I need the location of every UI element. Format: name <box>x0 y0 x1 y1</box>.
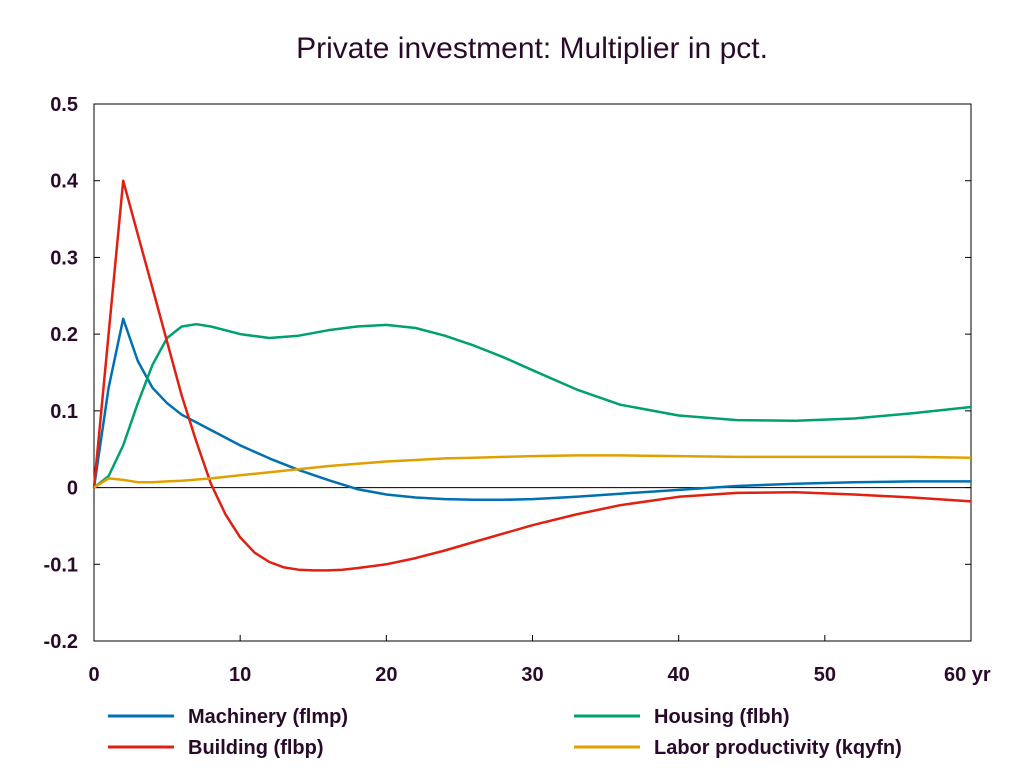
series-line-building-flbp <box>92 179 972 572</box>
legend-label-building-flbp: Building (flbp) <box>188 737 324 759</box>
x-tick-label: 20 <box>375 664 397 686</box>
series-line-labor-productivity-kqyfn <box>93 454 972 489</box>
y-tick-label: 0.1 <box>50 401 78 423</box>
legend-label-housing-flbh: Housing (flbh) <box>654 706 790 728</box>
x-tick-label: 0 <box>88 664 99 686</box>
series-line-machinery-flmp <box>92 317 971 502</box>
legend-label-machinery-flmp: Machinery (flmp) <box>188 706 348 728</box>
tick-labels: -0.2 -0.1 0 0.1 0.2 0.3 0.4 0.5 0 10 20 30 40 50 60 yr <box>44 94 991 686</box>
series-lines <box>92 179 972 572</box>
legend: Machinery (flmp) Housing (flbh) Building (… <box>108 706 902 759</box>
y-tick-label: 0 <box>67 478 78 500</box>
plot-frame <box>93 103 972 642</box>
y-tick-label: 0.4 <box>50 171 79 193</box>
x-tick-label: 50 <box>814 664 836 686</box>
x-tick-label: 30 <box>521 664 543 686</box>
series-line-housing-flbh <box>93 322 972 489</box>
chart-title: Private investment: Multiplier in pct. <box>296 32 768 65</box>
x-tick-label: 10 <box>229 664 251 686</box>
y-tick-label: 0.3 <box>50 247 78 269</box>
y-tick-label: -0.1 <box>44 554 78 576</box>
y-tick-label: 0.2 <box>50 324 78 346</box>
legend-label-labor-productivity-kqyfn: Labor productivity (kqyfn) <box>654 737 902 759</box>
x-tick-label: 40 <box>668 664 690 686</box>
y-tick-label: -0.2 <box>44 631 78 653</box>
y-tick-label: 0.5 <box>50 94 78 116</box>
axes <box>93 103 972 642</box>
x-tick-label: 60 yr <box>944 664 991 686</box>
